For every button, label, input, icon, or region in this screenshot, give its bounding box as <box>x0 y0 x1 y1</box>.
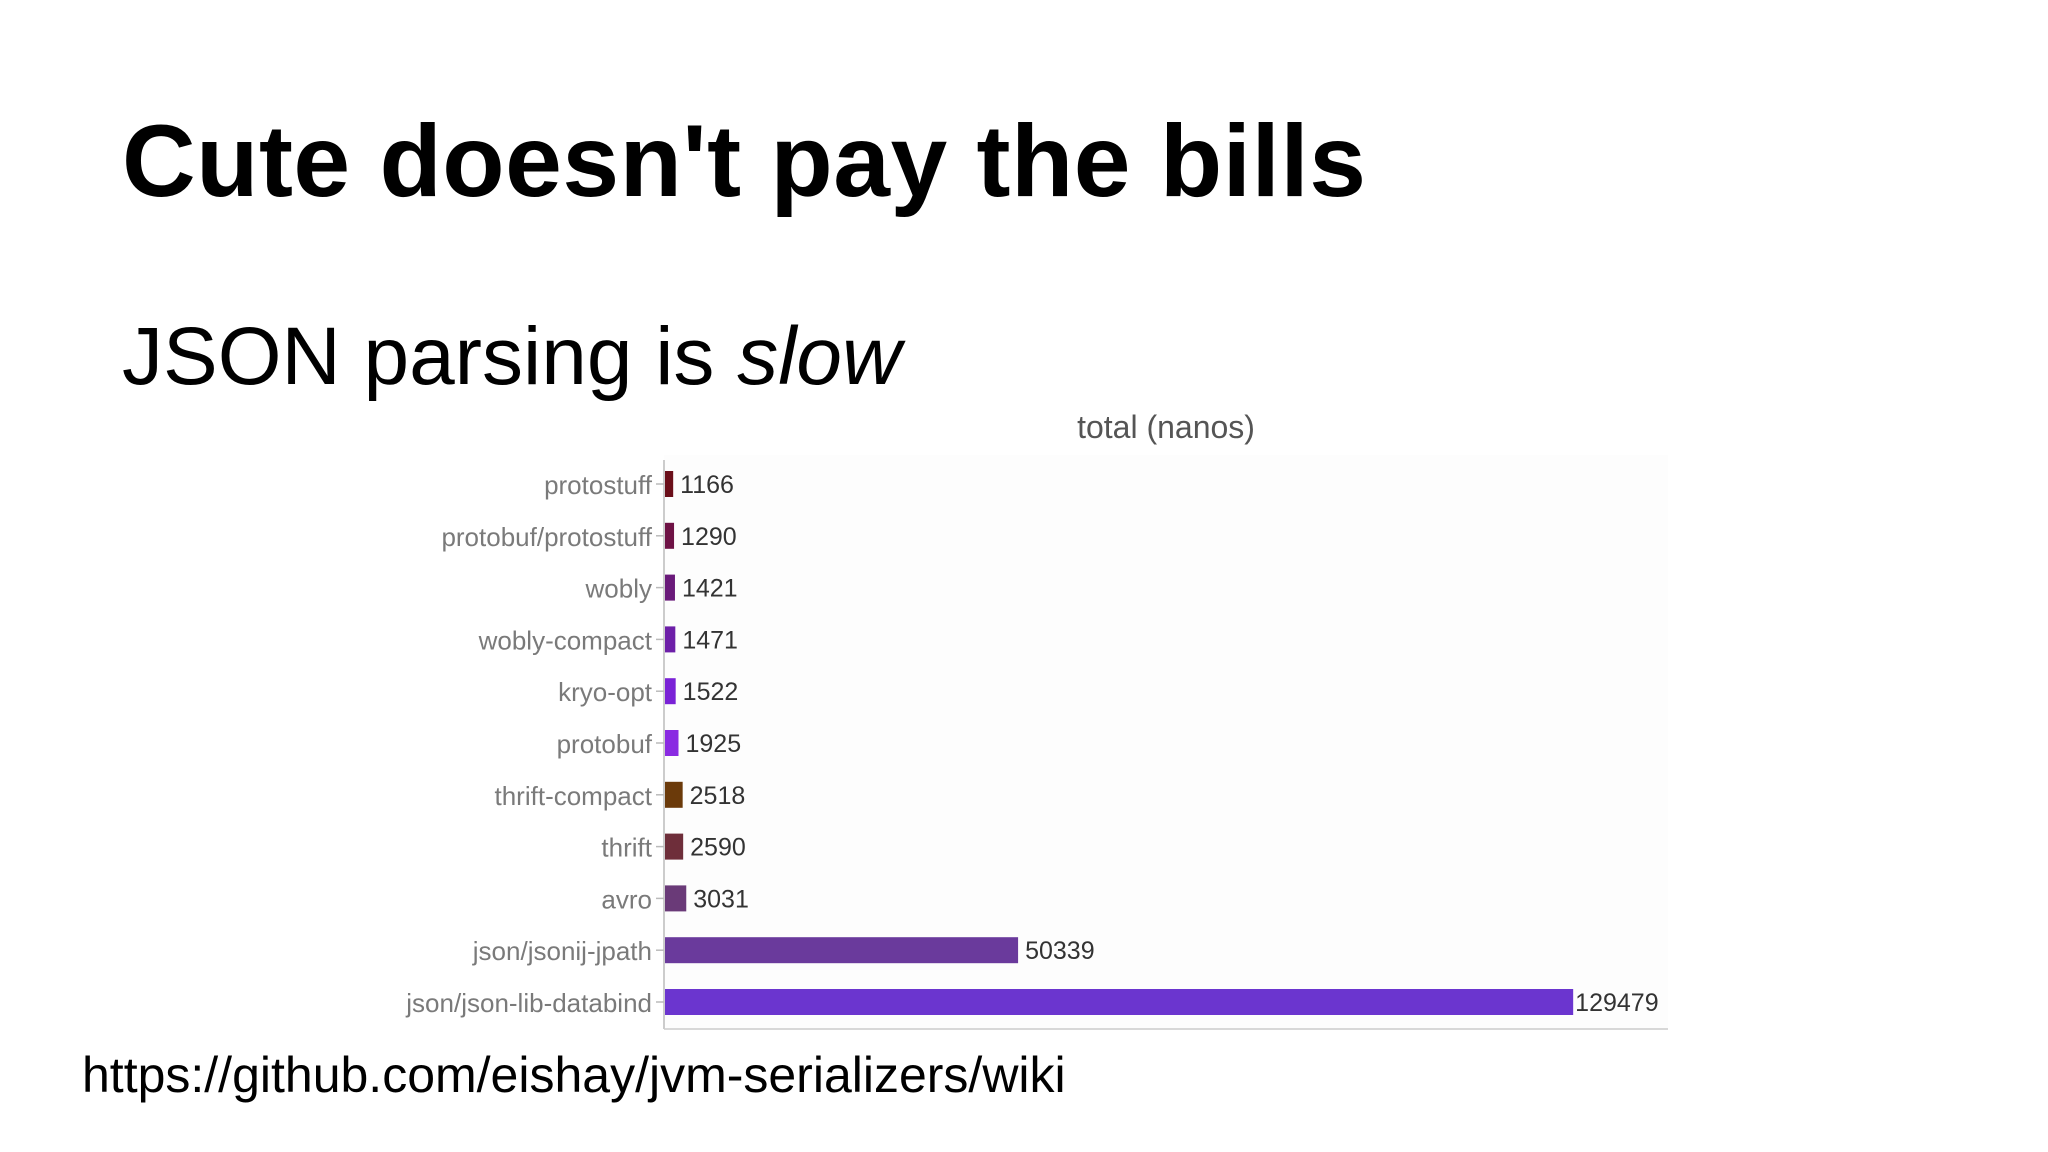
category-label: protobuf/protostuff <box>441 522 652 552</box>
page-title: Cute doesn't pay the bills <box>122 104 1367 218</box>
page-subtitle: JSON parsing is slow <box>122 310 901 404</box>
category-label: wobly-compact <box>478 625 653 655</box>
chart-title: total (nanos) <box>1077 409 1255 445</box>
bar <box>665 885 687 912</box>
category-label: protobuf <box>557 729 653 759</box>
bar <box>665 522 675 549</box>
value-label: 1471 <box>682 626 738 654</box>
subtitle-text: JSON parsing is <box>122 311 738 402</box>
category-label: kryo-opt <box>558 677 653 707</box>
bar <box>665 678 676 705</box>
bars-group: protostuff 1166 protobuf/protostuff 1290 wob… <box>405 470 1658 1018</box>
bar <box>665 833 684 860</box>
value-label: 1522 <box>683 678 739 706</box>
bar <box>665 574 675 601</box>
chart-plot-background <box>664 455 1668 1030</box>
category-label: thrift <box>601 833 652 863</box>
value-label: 2518 <box>690 782 746 810</box>
value-label: 1290 <box>681 523 737 551</box>
value-label: 50339 <box>1025 937 1095 965</box>
bar <box>665 730 679 756</box>
value-label: 1166 <box>680 471 734 499</box>
bar <box>665 989 1574 1015</box>
category-label: wobly <box>585 574 652 604</box>
value-label: 129479 <box>1575 989 1658 1017</box>
value-label: 1421 <box>682 575 738 603</box>
bar <box>665 626 676 653</box>
category-label: json/jsonij-jpath <box>472 936 652 966</box>
value-label: 1925 <box>686 730 742 758</box>
category-label: json/json-lib-databind <box>405 988 652 1018</box>
bar <box>665 937 1019 964</box>
bar <box>665 471 674 497</box>
category-label: thrift-compact <box>495 781 653 811</box>
value-label: 2590 <box>690 834 746 862</box>
bar <box>665 781 683 808</box>
value-label: 3031 <box>693 885 749 913</box>
category-label: protostuff <box>544 470 653 500</box>
subtitle-emphasis: slow <box>737 311 902 402</box>
category-label: avro <box>601 884 652 914</box>
source-url[interactable]: https://github.com/eishay/jvm-serializer… <box>82 1047 1066 1103</box>
